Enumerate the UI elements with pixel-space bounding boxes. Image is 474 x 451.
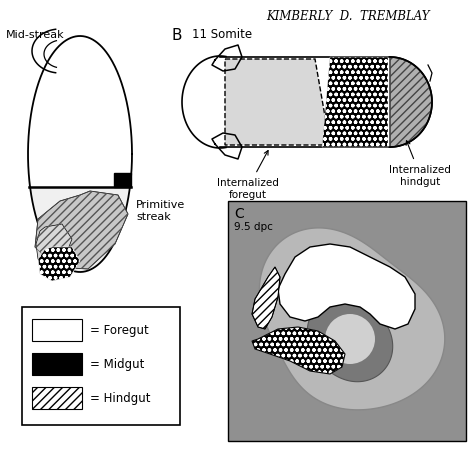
Polygon shape xyxy=(259,228,445,410)
Bar xyxy=(22,307,180,425)
Text: = Foregut: = Foregut xyxy=(90,324,149,337)
Text: = Hindgut: = Hindgut xyxy=(90,391,151,405)
Polygon shape xyxy=(278,244,415,329)
Polygon shape xyxy=(36,225,72,267)
Polygon shape xyxy=(252,327,345,374)
Text: Internalized
foregut: Internalized foregut xyxy=(217,151,279,199)
Text: Mid-streak: Mid-streak xyxy=(6,30,64,40)
Bar xyxy=(32,353,82,375)
Polygon shape xyxy=(322,58,388,147)
Text: Internalized
hindgut: Internalized hindgut xyxy=(389,142,451,186)
Polygon shape xyxy=(307,297,392,382)
Polygon shape xyxy=(252,267,280,329)
Bar xyxy=(32,387,82,409)
Text: 11 Somite: 11 Somite xyxy=(192,28,252,41)
Text: B: B xyxy=(172,28,182,43)
Text: Primitive
streak: Primitive streak xyxy=(136,199,185,221)
Text: C: C xyxy=(234,207,244,221)
Text: 9.5 dpc: 9.5 dpc xyxy=(234,221,273,231)
Polygon shape xyxy=(38,248,80,281)
Bar xyxy=(228,202,466,441)
Polygon shape xyxy=(390,58,432,147)
Bar xyxy=(114,174,131,188)
Circle shape xyxy=(325,314,375,364)
Text: KIMBERLY  D.  TREMBLAY: KIMBERLY D. TREMBLAY xyxy=(266,10,430,23)
Polygon shape xyxy=(35,192,128,269)
Polygon shape xyxy=(28,155,132,272)
Bar xyxy=(32,319,82,341)
Polygon shape xyxy=(225,60,330,146)
Text: = Midgut: = Midgut xyxy=(90,358,145,371)
